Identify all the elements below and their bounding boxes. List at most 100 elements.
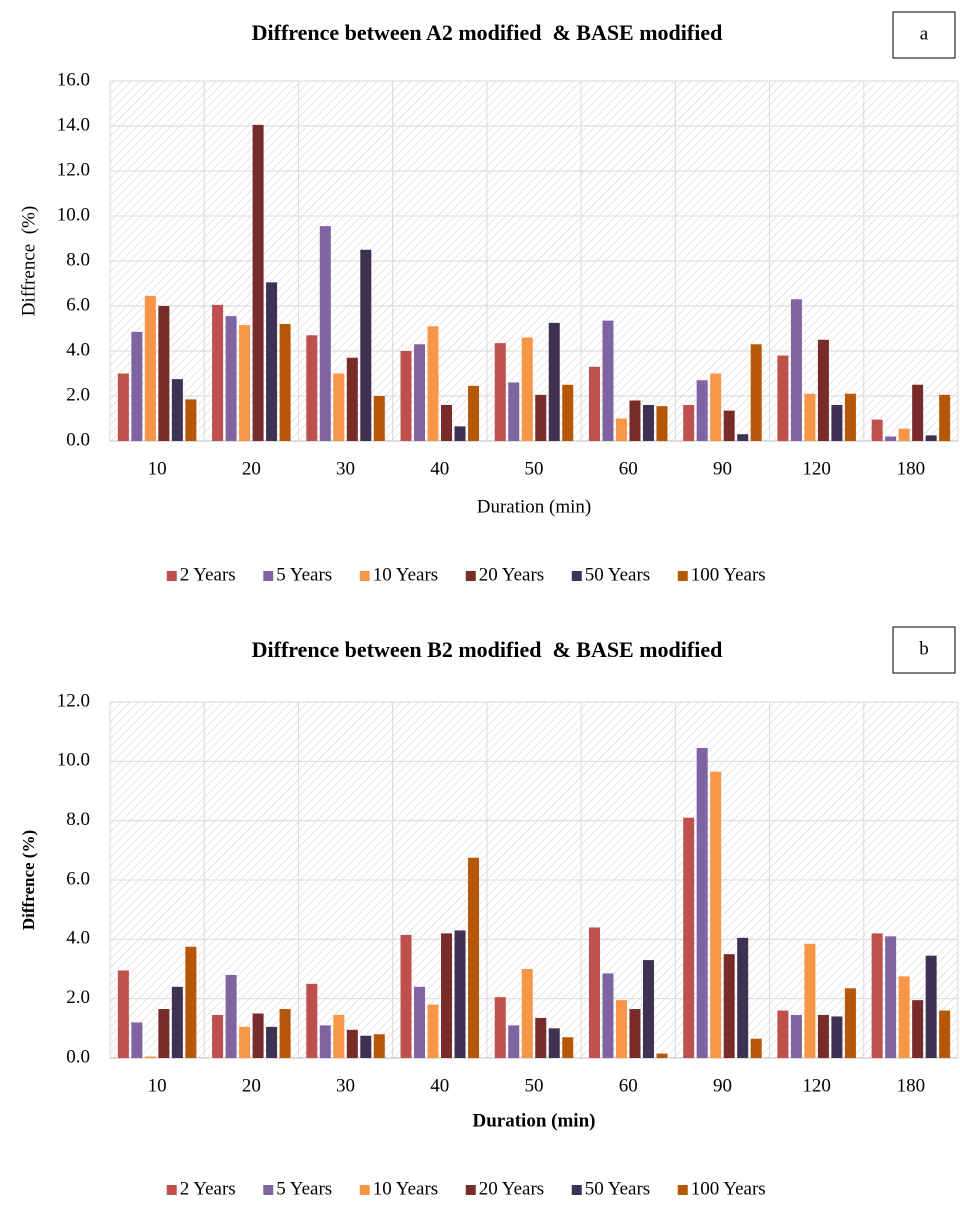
bar: [790, 1014, 802, 1058]
x-tick-label: 120: [802, 1075, 831, 1096]
legend-swatch: [263, 1185, 274, 1195]
y-tick-label: 6.0: [66, 294, 90, 315]
bar: [925, 435, 937, 441]
bar: [871, 933, 883, 1058]
x-tick-label: 10: [148, 458, 167, 479]
bar: [239, 325, 251, 441]
bar: [602, 973, 614, 1058]
bar: [225, 316, 237, 441]
bar: [642, 405, 654, 441]
bar: [844, 393, 856, 441]
bar: [562, 384, 574, 441]
bar: [602, 320, 614, 441]
bar: [777, 1010, 789, 1058]
legend-label: 5 Years: [276, 1178, 332, 1199]
bar: [279, 324, 291, 441]
bar: [212, 304, 224, 441]
bar: [521, 337, 533, 441]
bar: [454, 426, 466, 441]
bar: [454, 930, 466, 1058]
bar: [723, 954, 735, 1058]
bar: [414, 344, 426, 441]
bar: [750, 344, 762, 441]
bar: [266, 1026, 278, 1058]
legend-label: 2 Years: [180, 564, 236, 585]
panel-box: [892, 626, 956, 674]
bar: [683, 817, 695, 1058]
bar: [737, 434, 749, 441]
x-tick-label: 120: [802, 458, 831, 479]
bar: [939, 1010, 951, 1058]
bar: [279, 1009, 291, 1058]
bar: [683, 405, 695, 441]
chart-title: Diffrence between A2 modified & BASE mod…: [252, 20, 723, 45]
legend-label: 20 Years: [479, 1178, 544, 1199]
bar: [656, 1053, 668, 1058]
x-tick-label: 20: [242, 1075, 261, 1096]
legend-label: 50 Years: [585, 1178, 650, 1199]
bar: [817, 1014, 829, 1058]
bar: [831, 1016, 843, 1058]
bar: [360, 249, 372, 441]
x-tick-label: 30: [336, 1075, 355, 1096]
bar: [588, 366, 600, 441]
y-tick-label: 0.0: [66, 429, 90, 450]
bar: [144, 1056, 156, 1058]
bar: [158, 1009, 170, 1058]
panel-box: [892, 11, 956, 59]
bar: [696, 380, 708, 441]
bar: [939, 394, 951, 441]
legend-label: 100 Years: [691, 1178, 766, 1199]
bar: [373, 1034, 385, 1058]
bar: [333, 373, 345, 441]
bar: [723, 410, 735, 441]
bar: [898, 976, 910, 1058]
bar: [373, 396, 385, 441]
bar: [427, 1004, 439, 1058]
bar: [171, 379, 183, 441]
bar: [319, 226, 331, 441]
bar: [777, 355, 789, 441]
bar: [131, 1022, 143, 1058]
x-tick-label: 40: [430, 1075, 449, 1096]
x-tick-label: 20: [242, 458, 261, 479]
bar: [400, 351, 412, 441]
bar: [400, 934, 412, 1058]
y-axis-title: Diffrence (%): [18, 206, 39, 316]
bar: [804, 943, 816, 1058]
x-tick-label: 40: [430, 458, 449, 479]
panel-label: a: [920, 23, 929, 44]
legend-label: 50 Years: [585, 564, 650, 585]
bar: [615, 418, 627, 441]
bar: [804, 393, 816, 441]
legend-swatch: [359, 1185, 370, 1195]
bar: [346, 357, 358, 441]
bar: [494, 343, 506, 441]
y-tick-label: 12.0: [57, 159, 90, 180]
bar: [885, 436, 897, 441]
bar: [346, 1029, 358, 1058]
y-tick-label: 2.0: [66, 384, 90, 405]
legend-label: 2 Years: [180, 1178, 236, 1199]
panel-label: b: [919, 638, 929, 659]
y-tick-label: 16.0: [57, 69, 90, 90]
bar: [912, 384, 924, 441]
bar: [844, 988, 856, 1058]
bar: [306, 983, 318, 1058]
x-axis-title: Duration (min): [477, 496, 592, 517]
x-tick-label: 90: [713, 458, 732, 479]
legend-label: 5 Years: [276, 564, 332, 585]
bar: [642, 960, 654, 1058]
bar: [185, 399, 197, 441]
legend-swatch: [571, 1185, 582, 1195]
bar: [871, 419, 883, 441]
bar: [562, 1037, 574, 1058]
x-tick-label: 60: [619, 1075, 638, 1096]
bar: [212, 1014, 224, 1058]
bar: [333, 1014, 345, 1058]
y-tick-label: 2.0: [66, 987, 90, 1008]
y-tick-label: 10.0: [57, 204, 90, 225]
bar: [790, 299, 802, 441]
y-tick-label: 6.0: [66, 868, 90, 889]
